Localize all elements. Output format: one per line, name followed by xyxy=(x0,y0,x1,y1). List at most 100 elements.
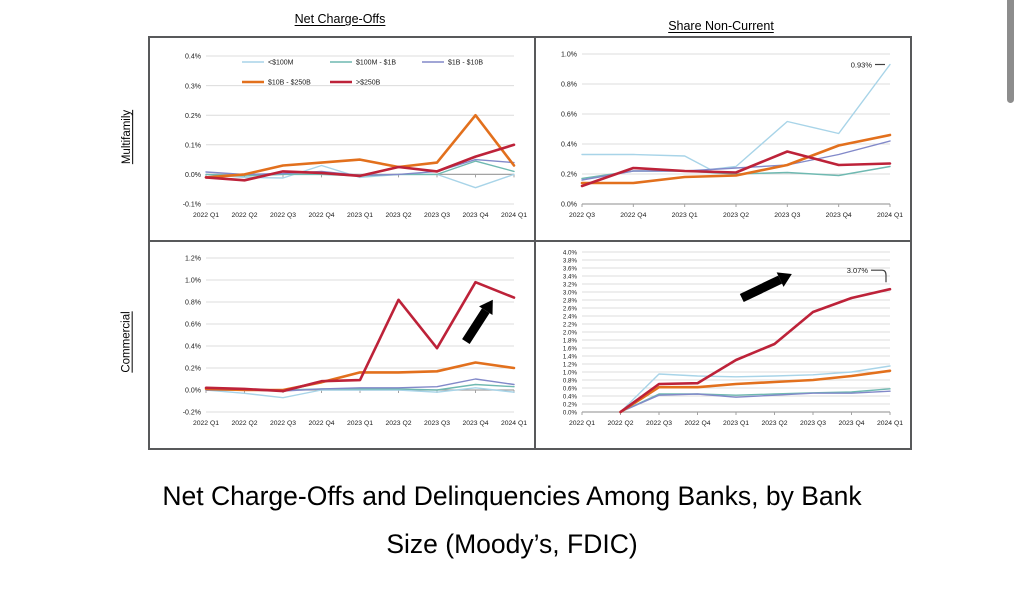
chart-multifamily-net-charge-offs: -0.1% 0.0% 0.1% 0.2% 0.3% 0.4% 2022 Q1 2022 Q2 2… xyxy=(183,54,528,219)
y-axis-tick-label: 0.4% xyxy=(185,344,201,351)
x-axis-tick-label: 2023 Q3 xyxy=(424,420,450,427)
series-line xyxy=(581,63,891,171)
y-axis-tick-label: 0.4% xyxy=(185,54,201,61)
y-axis-tick-label: 0.3% xyxy=(185,83,201,90)
series-line xyxy=(204,280,516,393)
chart-grid-box xyxy=(148,36,912,450)
y-axis-tick-label: 1.4% xyxy=(563,353,578,360)
legend-label: $1B - $10B xyxy=(448,60,483,67)
y-axis-tick-label: 3.0% xyxy=(563,289,578,296)
row-label-multifamily: Multifamily xyxy=(121,109,133,165)
x-axis-tick-label: 2022 Q1 xyxy=(193,212,219,219)
series-line xyxy=(204,143,516,182)
y-axis-tick-label: 1.0% xyxy=(185,278,201,285)
x-axis-tick-label: 2023 Q4 xyxy=(462,420,488,427)
x-axis-tick-label: 2023 Q1 xyxy=(347,212,373,219)
x-axis-tick-label: 2023 Q3 xyxy=(774,212,800,219)
x-axis-tick-label: 2023 Q3 xyxy=(800,420,826,427)
x-axis-tick-label: 2023 Q2 xyxy=(723,212,749,219)
x-axis-tick-label: 2022 Q4 xyxy=(308,420,334,427)
x-axis-tick-label: 2022 Q3 xyxy=(646,420,672,427)
x-axis-tick-label: 2023 Q3 xyxy=(424,212,450,219)
series-line xyxy=(580,150,892,188)
x-axis-tick-label: 2022 Q4 xyxy=(308,212,334,219)
y-axis-tick-label: 0.4% xyxy=(561,142,577,149)
row-label-commercial: Commercial xyxy=(121,311,133,373)
x-axis-tick-label: 2022 Q3 xyxy=(270,212,296,219)
x-axis-tick-label: 2022 Q3 xyxy=(270,420,296,427)
row-label-multifamily-wrap: Multifamily xyxy=(108,36,146,238)
x-axis-tick-label: 2023 Q1 xyxy=(723,420,749,427)
y-axis-tick-label: 2.8% xyxy=(563,297,578,304)
figure-caption: Net Charge-Offs and Delinquencies Among … xyxy=(0,472,1024,568)
y-axis-tick-label: 1.0% xyxy=(563,369,578,376)
series-line xyxy=(205,387,515,399)
y-axis-tick-label: 0.1% xyxy=(185,142,201,149)
x-axis-tick-label: 2022 Q1 xyxy=(569,420,595,427)
series-line xyxy=(581,140,891,181)
y-axis-tick-label: 0.2% xyxy=(563,401,578,408)
x-axis-tick-label: 2022 Q2 xyxy=(231,212,257,219)
data-label: 3.07% xyxy=(847,266,869,275)
legend-label: >$250B xyxy=(356,80,381,87)
column-title-share-non-current: Share Non-Current xyxy=(668,19,774,33)
series-line xyxy=(619,369,892,414)
x-axis-tick-label: 2024 Q1 xyxy=(501,212,527,219)
y-axis-tick-label: 1.0% xyxy=(561,52,577,59)
y-axis-tick-label: 3.6% xyxy=(563,265,578,272)
y-axis-tick-label: 3.4% xyxy=(563,273,578,280)
x-axis-tick-label: 2022 Q2 xyxy=(231,420,257,427)
y-axis-tick-label: 3.8% xyxy=(563,257,578,264)
legend-label: $10B - $250B xyxy=(268,80,311,87)
y-axis-tick-label: 0.8% xyxy=(561,82,577,89)
x-axis-tick-label: 2022 Q4 xyxy=(620,212,646,219)
legend-label: $100M - $1B xyxy=(356,60,396,67)
y-axis-tick-label: 1.2% xyxy=(563,361,578,368)
data-label-connector xyxy=(871,269,887,283)
y-axis-tick-label: 0.4% xyxy=(563,393,578,400)
y-axis-tick-label: 0.0% xyxy=(185,388,201,395)
y-axis-tick-label: 2.4% xyxy=(563,313,578,320)
x-axis-tick-label: 2022 Q2 xyxy=(607,420,633,427)
chart-commercial-share-non-current: 0.0%0.2%0.4%0.6%0.8%1.0%1.2%1.4%1.6%1.8%… xyxy=(563,249,903,427)
y-axis-tick-label: 0.0% xyxy=(185,172,201,179)
x-axis-tick-label: 2024 Q1 xyxy=(877,212,903,219)
x-axis-tick-label: 2023 Q2 xyxy=(385,420,411,427)
x-axis-tick-label: 2022 Q1 xyxy=(193,420,219,427)
x-axis-tick-label: 2022 Q4 xyxy=(684,420,710,427)
data-label: 0.93% xyxy=(851,61,873,70)
y-axis-tick-label: 1.8% xyxy=(563,337,578,344)
y-axis-tick-label: 1.6% xyxy=(563,345,578,352)
y-axis-tick-label: 3.2% xyxy=(563,281,578,288)
x-axis-tick-label: 2023 Q1 xyxy=(672,212,698,219)
y-axis-tick-label: 4.0% xyxy=(563,249,578,256)
annotation-arrow-shaft xyxy=(739,275,783,303)
column-title-net-charge-offs: Net Charge-Offs xyxy=(294,12,386,26)
scrollbar-thumb[interactable] xyxy=(1007,0,1014,103)
series-line xyxy=(619,388,891,413)
x-axis-tick-label: 2023 Q4 xyxy=(838,420,864,427)
x-axis-tick-label: 2024 Q1 xyxy=(877,420,903,427)
y-axis-tick-label: 0.6% xyxy=(563,385,578,392)
x-axis-tick-label: 2023 Q1 xyxy=(347,420,373,427)
legend-label: <$100M xyxy=(268,60,294,67)
series-line xyxy=(619,287,892,414)
series-line xyxy=(580,133,892,185)
grid-vertical-divider xyxy=(534,38,536,448)
x-axis-tick-label: 2023 Q2 xyxy=(385,212,411,219)
y-axis-tick-label: 0.2% xyxy=(185,113,201,120)
x-axis-tick-label: 2024 Q1 xyxy=(501,420,527,427)
series-line xyxy=(619,365,891,413)
y-axis-tick-label: 2.6% xyxy=(563,305,578,312)
y-axis-tick-label: 2.2% xyxy=(563,321,578,328)
y-axis-tick-label: 0.8% xyxy=(563,377,578,384)
y-axis-tick-label: 0.2% xyxy=(185,366,201,373)
y-axis-tick-label: 0.6% xyxy=(561,112,577,119)
y-axis-tick-label: 0.8% xyxy=(185,300,201,307)
x-axis-tick-label: 2023 Q2 xyxy=(761,420,787,427)
annotation-arrow-head xyxy=(776,272,792,287)
y-axis-tick-label: 2.0% xyxy=(563,329,578,336)
grid-horizontal-divider xyxy=(150,240,910,242)
y-axis-tick-label: -0.1% xyxy=(183,202,201,209)
